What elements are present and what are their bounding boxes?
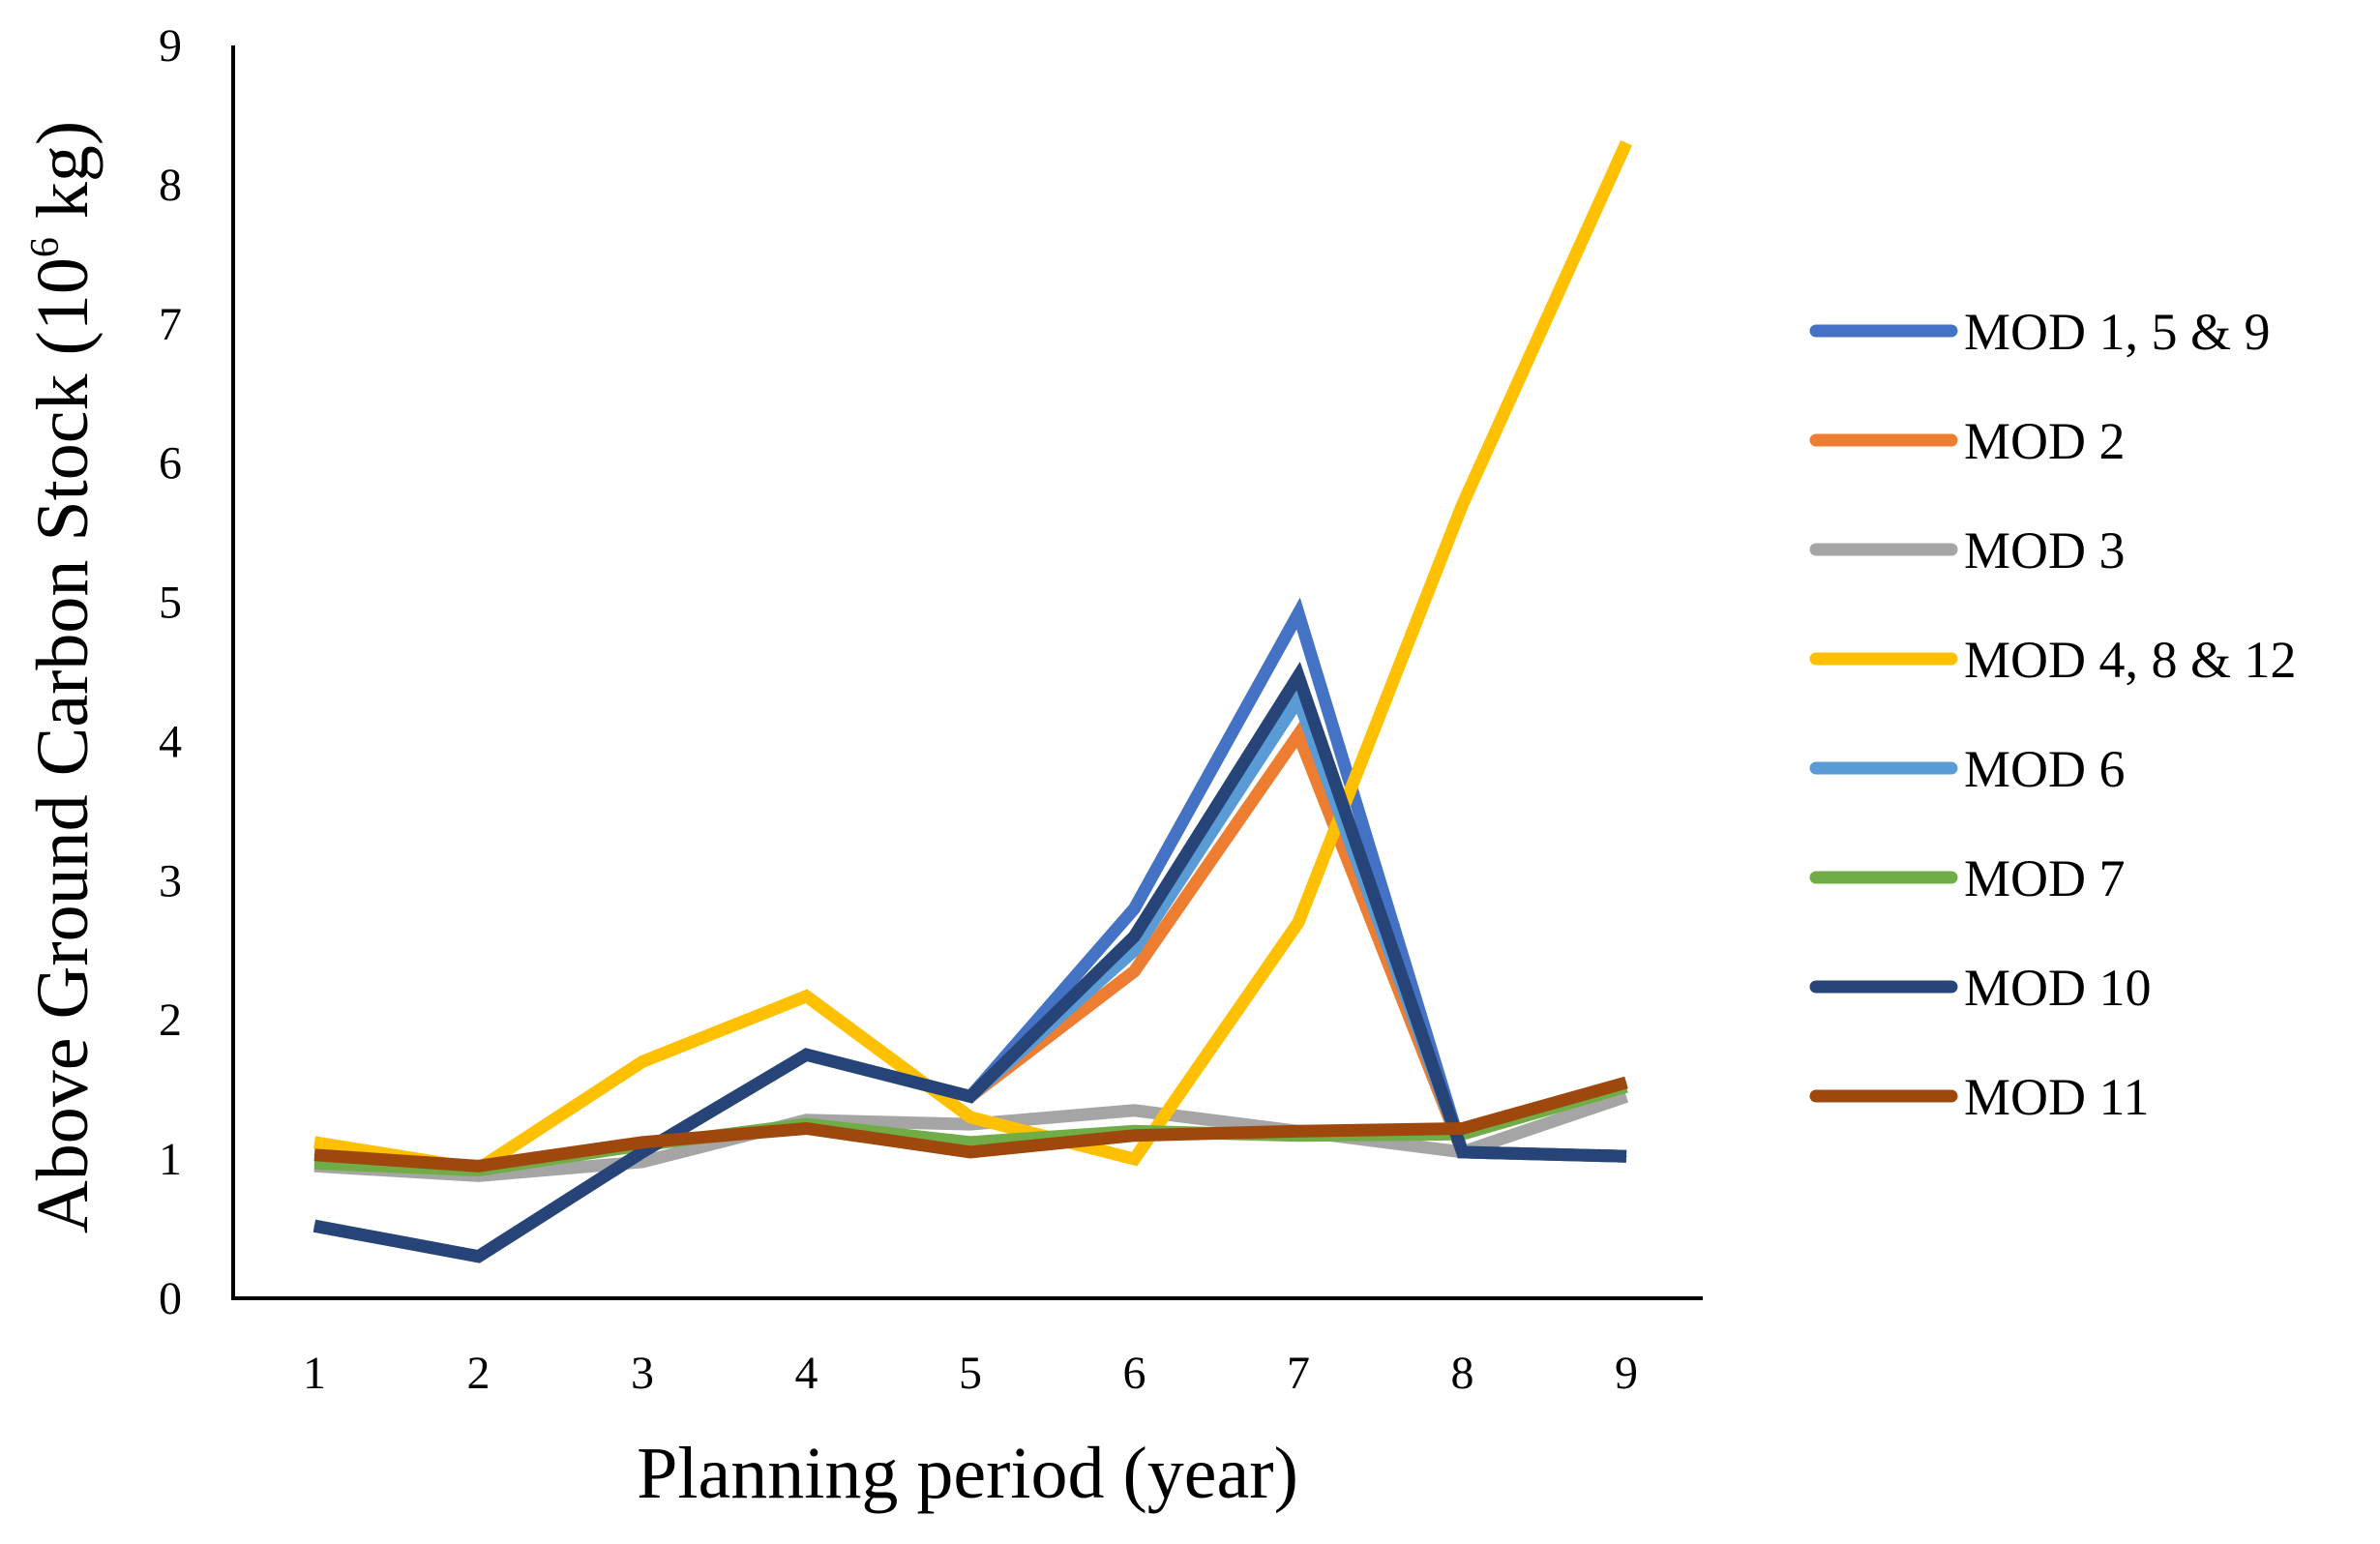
data-point — [313, 1154, 315, 1156]
x-tick-label: 6 — [1123, 1348, 1146, 1399]
data-point — [1134, 1158, 1135, 1160]
data-point — [313, 1142, 315, 1143]
x-axis-title: Planning period (year) — [637, 1433, 1298, 1514]
y-tick-label: 8 — [159, 160, 182, 211]
x-tick-label: 1 — [303, 1348, 326, 1399]
data-point — [1625, 1082, 1627, 1084]
data-point — [1134, 970, 1135, 972]
y-tick-label: 1 — [159, 1134, 182, 1185]
data-point — [1134, 1135, 1135, 1137]
legend-item: MOD 3 — [1809, 521, 2126, 579]
data-point — [641, 1161, 643, 1163]
data-point — [806, 995, 807, 997]
x-tick-label: 8 — [1451, 1348, 1474, 1399]
data-point — [1134, 907, 1135, 909]
x-tick-label: 5 — [959, 1348, 982, 1399]
legend-label: MOD 1, 5 & 9 — [1964, 303, 2271, 361]
data-point — [641, 1151, 643, 1153]
y-axis-title-suffix: kg) — [22, 121, 104, 237]
data-point — [1625, 1095, 1627, 1097]
data-point — [806, 1128, 807, 1129]
legend-label: MOD 6 — [1964, 740, 2126, 798]
data-point — [969, 1095, 971, 1097]
data-point — [1297, 733, 1299, 735]
data-point — [1297, 675, 1299, 677]
data-point — [641, 1142, 643, 1143]
x-tick-label: 9 — [1615, 1348, 1638, 1399]
data-point — [1462, 504, 1463, 506]
legend-label: MOD 3 — [1964, 521, 2126, 579]
y-tick-label: 0 — [159, 1273, 182, 1324]
data-point — [313, 1225, 315, 1227]
y-tick-label: 2 — [159, 995, 182, 1046]
data-point — [806, 1054, 807, 1055]
series-lines — [312, 140, 1632, 1263]
legend-item: MOD 7 — [1809, 849, 2126, 907]
series-line-3 — [312, 140, 1632, 1176]
data-point — [313, 1162, 315, 1164]
data-point — [1134, 1110, 1135, 1112]
legend: MOD 1, 5 & 9 MOD 2 MOD 3 MOD 4, 8 & 12 MOD 6… — [1809, 303, 2297, 1126]
legend-item: MOD 10 — [1809, 959, 2152, 1017]
data-point — [969, 1123, 971, 1125]
legend-item: MOD 6 — [1809, 740, 2126, 798]
data-point — [969, 1142, 971, 1143]
legend-label: MOD 4, 8 & 12 — [1964, 631, 2297, 689]
legend-item: MOD 4, 8 & 12 — [1809, 631, 2297, 689]
x-tick-label: 2 — [467, 1348, 491, 1399]
data-point — [1462, 1151, 1463, 1153]
data-point — [969, 1116, 971, 1118]
data-point — [1625, 1155, 1627, 1157]
legend-item: MOD 11 — [1809, 1068, 2150, 1126]
x-tick-label: 4 — [795, 1348, 818, 1399]
y-axis-title-prefix: Above Ground Carbon Stock (10 — [22, 257, 104, 1233]
x-tick-label: 7 — [1287, 1348, 1310, 1399]
data-point — [478, 1256, 479, 1258]
data-point — [969, 1151, 971, 1153]
data-point — [1297, 698, 1299, 700]
y-tick-label: 7 — [159, 299, 182, 350]
data-point — [1297, 1130, 1299, 1132]
y-axis-ticks: 0 1 2 3 4 5 6 7 8 9 — [159, 20, 182, 1324]
data-point — [1134, 949, 1135, 951]
data-point — [1625, 142, 1627, 144]
legend-label: MOD 7 — [1964, 849, 2126, 907]
legend-label: MOD 10 — [1964, 959, 2152, 1017]
y-axis-title: Above Ground Carbon Stock (106 kg) — [22, 121, 104, 1233]
y-tick-label: 3 — [159, 855, 182, 906]
x-axis-ticks: 1 2 3 4 5 6 7 8 9 — [303, 1348, 1638, 1399]
legend-label: MOD 2 — [1964, 412, 2126, 470]
data-point — [1462, 1128, 1463, 1129]
data-point — [1297, 922, 1299, 923]
legend-item: MOD 1, 5 & 9 — [1809, 303, 2271, 361]
data-point — [478, 1165, 479, 1167]
y-tick-label: 6 — [159, 438, 182, 490]
y-axis-title-superscript: 6 — [23, 237, 68, 257]
x-tick-label: 3 — [631, 1348, 654, 1399]
y-tick-label: 4 — [159, 716, 182, 767]
data-point — [641, 1060, 643, 1062]
data-point — [1134, 935, 1135, 937]
y-tick-label: 9 — [159, 20, 182, 72]
legend-label: MOD 11 — [1964, 1068, 2150, 1126]
legend-item: MOD 2 — [1809, 412, 2126, 470]
y-tick-label: 5 — [159, 578, 182, 629]
data-point — [1297, 612, 1299, 614]
